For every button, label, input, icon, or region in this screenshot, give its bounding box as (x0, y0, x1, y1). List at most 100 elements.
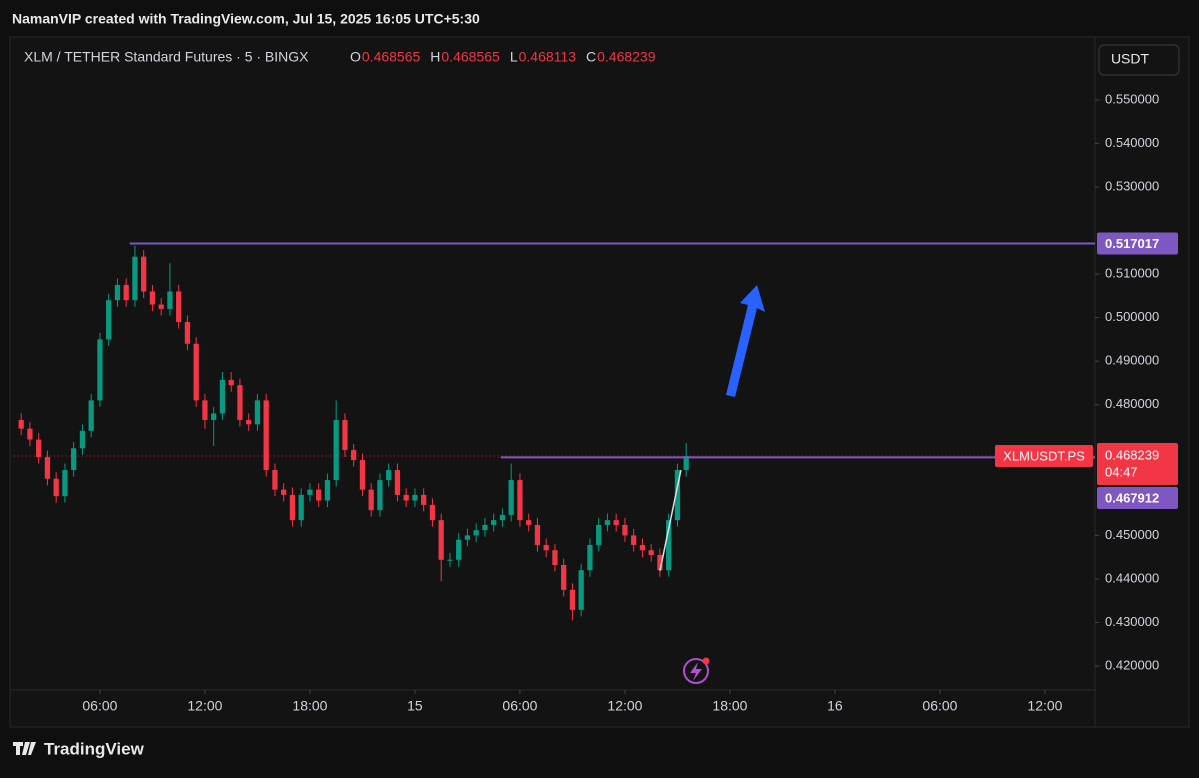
candle-body (281, 489, 287, 495)
x-tick-label: 06:00 (502, 698, 537, 714)
candle-body (359, 460, 366, 490)
candle-body (316, 489, 322, 501)
y-tick-label: 0.530000 (1105, 178, 1159, 193)
icon-bolt (690, 662, 702, 681)
x-tick-label: 15 (407, 698, 423, 714)
icon-dot (702, 657, 710, 665)
candle-body (71, 448, 77, 471)
candle-body (578, 570, 584, 610)
candle-body (36, 439, 42, 457)
candle-body (149, 291, 156, 305)
candle-body (534, 524, 541, 545)
candle-body (167, 291, 173, 309)
y-tick-label: 0.440000 (1105, 570, 1159, 585)
symbol-box (995, 444, 1093, 467)
candle-body (631, 535, 637, 545)
icon-circle (683, 658, 709, 684)
candle-body (272, 470, 278, 490)
x-tick-label: 18:00 (712, 698, 747, 714)
candle-body (447, 559, 453, 561)
candle-body (482, 524, 488, 531)
ohlc-key: O (350, 49, 361, 65)
price-box (1097, 442, 1178, 485)
candle-body (106, 300, 112, 340)
ohlc-value: 0.468565 (362, 49, 421, 65)
candle-body (464, 535, 471, 540)
candle-body (508, 480, 514, 515)
candle-body (587, 544, 593, 571)
ohlc-value: 0.468565 (441, 49, 500, 65)
candle-body (114, 284, 121, 301)
candle-body (53, 478, 59, 497)
y-tick-label: 0.490000 (1105, 353, 1159, 368)
candle-body (377, 480, 383, 511)
candle-body (211, 413, 217, 420)
candle-body (666, 520, 672, 571)
currency-button[interactable] (1098, 44, 1180, 76)
candle-body (237, 385, 243, 420)
candle-body (657, 554, 663, 571)
candle-body (79, 430, 86, 449)
attribution: NamanVIP created with TradingView.com, J… (12, 11, 480, 27)
chart-panel (9, 36, 1190, 728)
candle-body (132, 256, 138, 301)
symbol-label: XLMUSDT.PS (1003, 448, 1085, 463)
y-tick-label: 0.430000 (1105, 614, 1159, 629)
brand-logo (13, 742, 36, 755)
candle-body (674, 470, 681, 521)
x-tick-label: 12:00 (187, 698, 222, 714)
x-tick-label: 06:00 (922, 698, 957, 714)
y-tick-label: 0.480000 (1105, 396, 1159, 411)
candle-body (526, 520, 532, 525)
candle-body (219, 379, 226, 414)
candle-body (613, 520, 619, 525)
y-tick-label: 0.500000 (1105, 309, 1159, 324)
candle-body (27, 428, 33, 440)
ohlc-legend: O 0.468565 H 0.468565 L 0.468113 C 0.468239 (350, 49, 656, 65)
brand-name: TradingView (44, 739, 145, 758)
currency-label[interactable]: USDT (1111, 51, 1150, 67)
y-tick-label: 0.450000 (1105, 527, 1159, 542)
candle-body (438, 520, 444, 560)
price-label: 0.468239 (1105, 447, 1159, 462)
candle-body (622, 524, 628, 536)
x-tick-label: 06:00 (82, 698, 117, 714)
candle-body (263, 400, 269, 471)
ohlc-key: C (586, 49, 596, 65)
candle-body (246, 419, 252, 425)
candle-body (158, 304, 164, 309)
candle-body (289, 494, 296, 521)
candle-body (569, 589, 576, 610)
candle-body (123, 284, 129, 301)
candle-body (421, 494, 427, 505)
level-label: 0.517017 (1105, 236, 1159, 251)
candle-body (499, 514, 506, 521)
candle-body (639, 544, 646, 551)
candle-body (298, 494, 304, 521)
candle-body (456, 539, 462, 560)
candle-body (307, 489, 313, 495)
level-label: 0.467912 (1105, 490, 1159, 505)
candle-body (193, 343, 199, 401)
candle-body (18, 419, 24, 429)
candle-body (141, 256, 147, 292)
countdown-label: 04:47 (1105, 464, 1138, 479)
level-label-box (1097, 232, 1178, 255)
brand: TradingView (13, 739, 145, 758)
candle-body (403, 494, 409, 501)
candle-body (254, 400, 261, 425)
candle-body (386, 470, 392, 481)
x-tick-label: 12:00 (607, 698, 642, 714)
candle-body (517, 480, 523, 521)
candle-body (604, 520, 611, 525)
candle-body (351, 450, 357, 461)
ohlc-key: H (430, 49, 440, 65)
y-tick-label: 0.420000 (1105, 657, 1159, 672)
candle-body (324, 480, 331, 501)
candle-body (543, 544, 549, 551)
up-arrow (726, 285, 765, 397)
candle-body (88, 400, 94, 431)
candle-body (412, 494, 418, 501)
x-tick-label: 12:00 (1027, 698, 1062, 714)
candle-body (184, 321, 191, 344)
